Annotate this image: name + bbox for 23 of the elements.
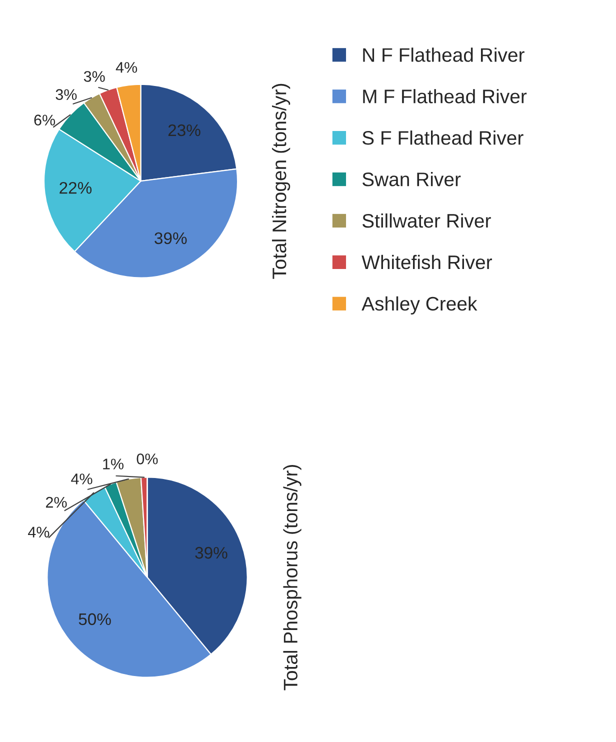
text: Total Nitrogen (tons/yr) [272, 84, 290, 279]
data-label: 23% [168, 124, 200, 136]
data-label: 4% [116, 62, 138, 73]
legend-label: M F Flathead River [363, 89, 527, 104]
legend-label: Whitefish River [362, 254, 492, 270]
data-label: 3% [56, 89, 77, 100]
legend-label: Swan River [362, 172, 461, 186]
text: 0% [136, 454, 158, 464]
data-label: 2% [46, 496, 67, 508]
legend-label: N F Flathead River [363, 48, 524, 62]
legend-label: S F Flathead River [362, 130, 524, 145]
legend-label: Ashley Creek [362, 296, 478, 314]
data-label: 4% [28, 526, 50, 538]
legend-label: Stillwater River [362, 213, 491, 228]
data-label: 4% [71, 474, 92, 484]
data-label: 39% [195, 546, 228, 559]
data-label: 6% [34, 114, 56, 126]
data-label: 50% [78, 613, 111, 626]
data-label: 22% [60, 182, 92, 194]
data-label: 3% [84, 71, 105, 82]
text: Total Phosphorus (tons/yr) [283, 465, 302, 690]
data-label: 1% [103, 458, 124, 470]
data-label: 39% [154, 232, 187, 244]
